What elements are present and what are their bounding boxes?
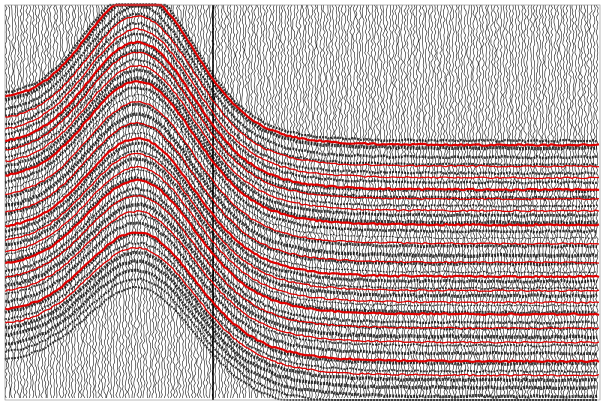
page: (() => { JSON.parse(document.getElementB… (0, 0, 604, 405)
seismic-section (0, 0, 604, 405)
